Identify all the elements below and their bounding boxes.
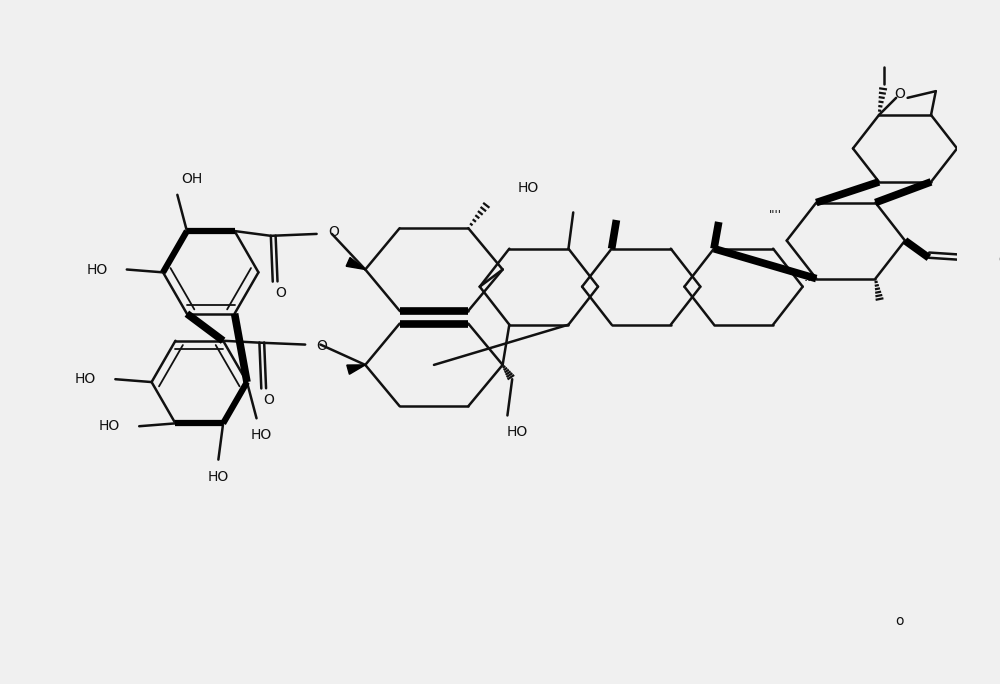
Text: O: O: [275, 286, 286, 300]
Text: O: O: [263, 393, 274, 407]
Text: HO: HO: [506, 425, 528, 438]
Text: '''': '''': [768, 209, 781, 222]
Text: HO: HO: [75, 372, 96, 386]
Text: O: O: [317, 339, 328, 354]
Text: o: o: [895, 614, 904, 627]
Text: O: O: [895, 87, 905, 101]
Text: O: O: [998, 252, 1000, 267]
Text: HO: HO: [251, 428, 272, 443]
Text: OH: OH: [181, 172, 202, 185]
Text: HO: HO: [208, 470, 229, 484]
Text: O: O: [328, 225, 339, 239]
Text: HO: HO: [99, 419, 120, 433]
Text: ···: ···: [804, 276, 816, 289]
Text: HO: HO: [518, 181, 539, 195]
Text: HO: HO: [86, 263, 108, 276]
Polygon shape: [346, 257, 365, 269]
Polygon shape: [347, 365, 365, 374]
